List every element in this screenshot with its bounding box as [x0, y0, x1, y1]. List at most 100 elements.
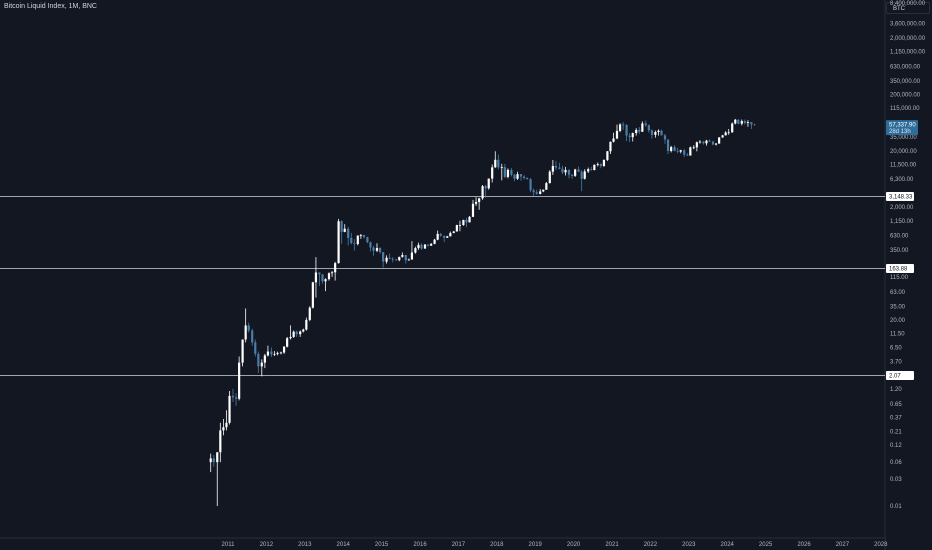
last-price-value: 57,337.90: [889, 123, 916, 129]
candle-body: [625, 124, 628, 136]
candle-body: [545, 183, 548, 190]
candle: [458, 220, 462, 232]
symbol-button[interactable]: BTC: [886, 2, 930, 14]
candle-body: [308, 307, 311, 320]
candle-body: [484, 186, 487, 189]
time-axis-label: 2024: [721, 542, 735, 548]
candle: [266, 345, 270, 357]
candle-body: [734, 119, 737, 124]
candle: [519, 173, 523, 181]
candle: [702, 141, 705, 145]
horizontal-line-value: 163.88: [889, 267, 908, 273]
time-axis-label: 2028: [874, 542, 888, 548]
candle-body: [481, 186, 484, 199]
candle: [324, 278, 327, 292]
candle: [695, 141, 698, 152]
candle: [350, 232, 353, 245]
candle: [542, 189, 545, 193]
time-axis-label: 2025: [759, 542, 773, 548]
candle: [673, 145, 676, 152]
candle: [359, 234, 362, 239]
candle: [327, 272, 331, 281]
candle-body: [273, 353, 276, 355]
candle: [503, 163, 506, 179]
time-axis-label: 2015: [375, 542, 389, 548]
candle: [270, 347, 273, 358]
candle: [647, 124, 650, 133]
candle-body: [506, 169, 510, 177]
candle: [254, 339, 257, 357]
candle-body: [260, 362, 263, 367]
price-axis-label: 11,500.00: [890, 162, 917, 168]
candle: [666, 139, 670, 154]
candle: [577, 166, 580, 173]
candle-body: [567, 170, 571, 175]
time-axis-label: 2026: [797, 542, 811, 548]
candle: [705, 139, 708, 146]
candle-body: [641, 123, 644, 132]
candle-body: [618, 124, 622, 131]
candle: [497, 154, 500, 170]
candle-body: [551, 165, 554, 172]
price-axis-label: 1,150.00: [890, 219, 914, 225]
candle-body: [372, 247, 375, 251]
candle-body: [347, 228, 350, 238]
candle: [561, 165, 564, 175]
time-axis-label: 2020: [567, 542, 581, 548]
candle-body: [750, 122, 753, 125]
candle-body: [209, 458, 212, 463]
candle: [487, 178, 490, 190]
candle: [692, 145, 695, 150]
candle-body: [395, 259, 398, 261]
candle: [260, 359, 263, 377]
time-axis-label: 2012: [260, 542, 274, 548]
candle-body: [532, 190, 535, 193]
time-axis-label: 2014: [337, 542, 351, 548]
candle: [436, 230, 439, 241]
candle: [590, 166, 593, 171]
candle-body: [433, 239, 436, 244]
candle: [609, 141, 612, 154]
candle-body: [299, 331, 302, 335]
time-axis[interactable]: 2011 2012 2013 2014 2015 2016 2017 2018 2019 2020…: [222, 542, 889, 548]
candle-body: [548, 171, 551, 184]
candle-body: [251, 330, 254, 343]
candle-body: [676, 150, 679, 152]
candle: [689, 146, 692, 156]
price-axis[interactable]: 8,400,000.00 3,600,000.00 2,000,000.00 1,15…: [890, 1, 926, 510]
candle: [708, 139, 711, 142]
candle: [714, 143, 718, 146]
candle-body: [529, 179, 532, 191]
candle-body: [359, 235, 362, 236]
candle-body: [564, 170, 567, 173]
candle-body: [420, 244, 423, 249]
candle: [587, 167, 590, 173]
candle: [289, 325, 292, 340]
candle: [446, 235, 449, 238]
candle: [385, 255, 388, 264]
candle-body: [660, 130, 663, 136]
candle: [257, 351, 260, 373]
candle: [551, 159, 554, 175]
candle: [225, 410, 228, 431]
candle: [679, 149, 682, 154]
candle: [535, 189, 538, 195]
candle-body: [222, 427, 225, 431]
time-axis-label: 2013: [298, 542, 312, 548]
candle: [388, 253, 391, 260]
candle: [286, 336, 289, 348]
candle: [471, 199, 475, 218]
candle: [734, 118, 737, 125]
candle-body: [404, 255, 407, 261]
candle-body: [234, 397, 238, 399]
price-axis-label: 0.37: [890, 416, 902, 422]
candle-body: [263, 355, 266, 363]
candle: [596, 162, 599, 167]
candle-body: [628, 135, 631, 138]
horizontal-line-tag: [886, 371, 914, 380]
candle: [372, 245, 375, 256]
candle-body: [439, 233, 442, 236]
candle-body: [539, 191, 542, 194]
